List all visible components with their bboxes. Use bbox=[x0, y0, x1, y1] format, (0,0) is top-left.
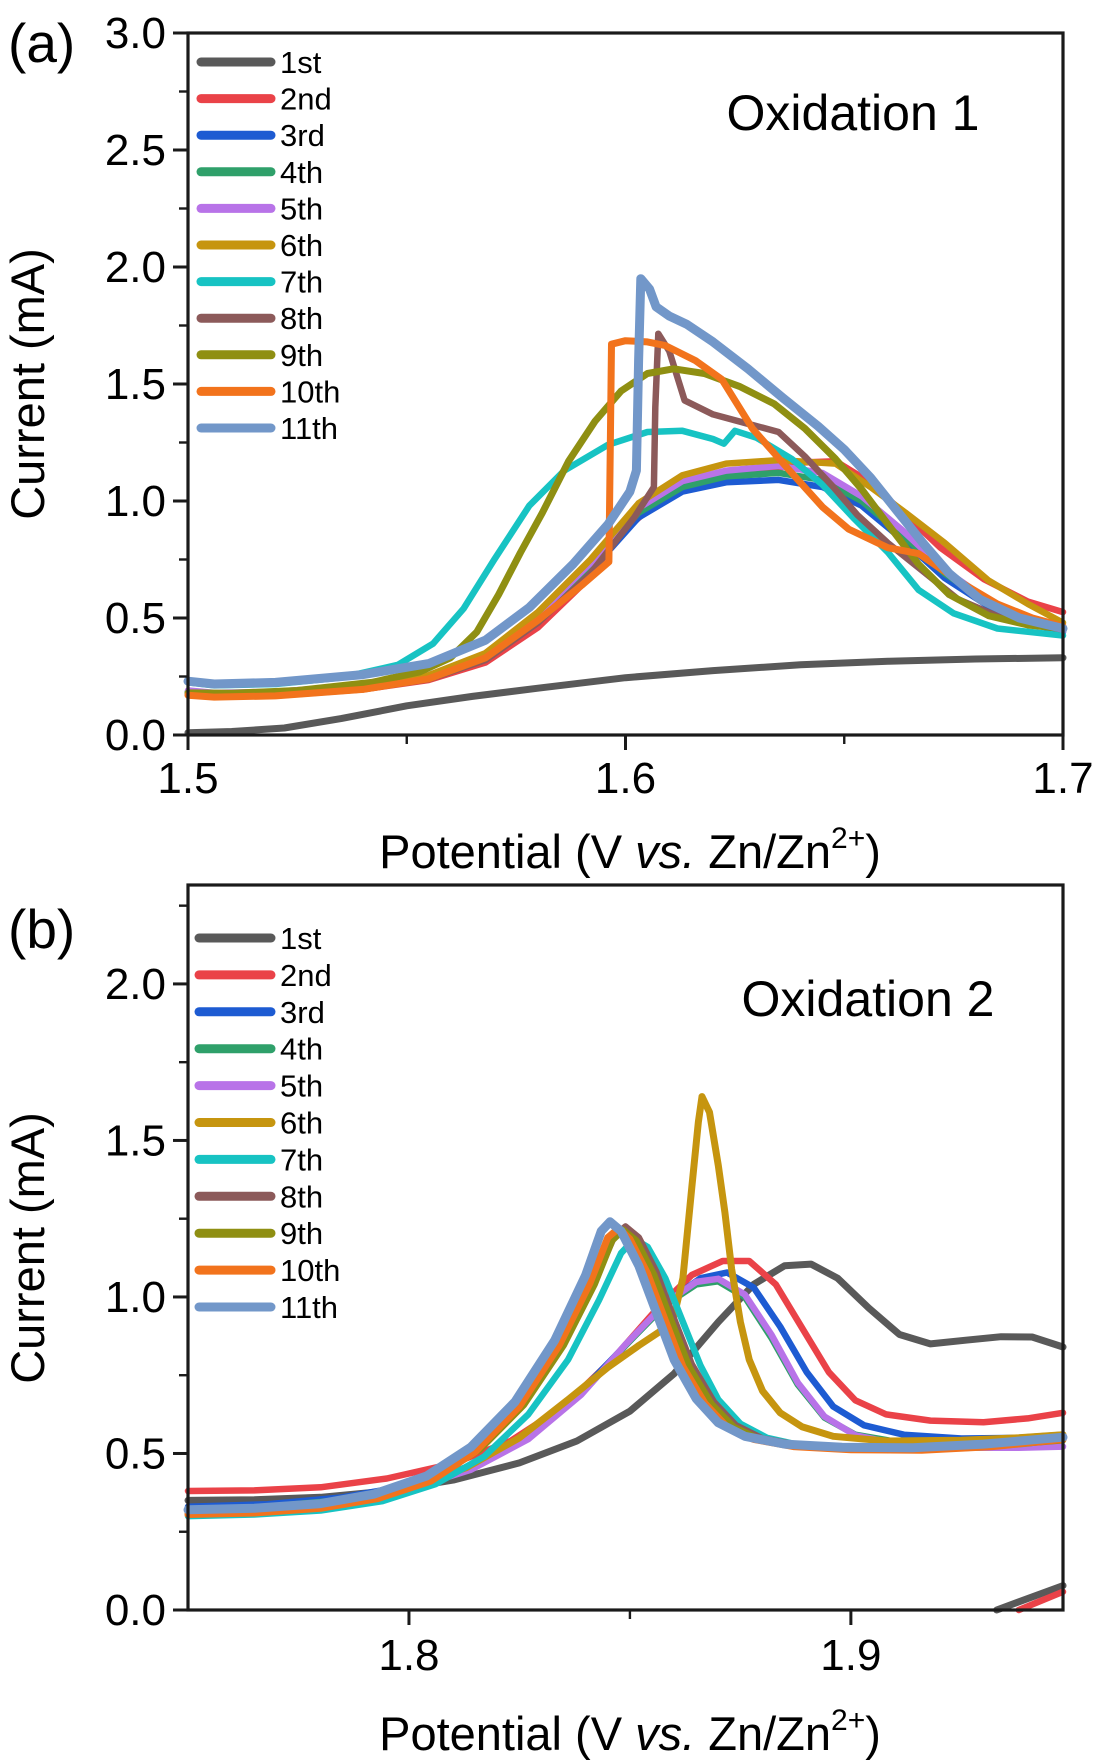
chart-a-series-11th bbox=[183, 274, 1068, 689]
chart-a-series-10th bbox=[184, 337, 1067, 701]
chart-a-legend-item-8th: 8th bbox=[196, 301, 323, 336]
chart-b: 1.8 1.9 0.0 0.5 1.0 1.5 2.0 (b) Oxidation 2 Curre… bbox=[1, 883, 1068, 1760]
legend-label: 8th bbox=[280, 301, 323, 336]
chart-b-panel-label: (b) bbox=[8, 898, 75, 960]
legend-label: 4th bbox=[280, 155, 323, 190]
chart-a-legend-item-6th: 6th bbox=[196, 228, 323, 263]
curve-10th bbox=[184, 337, 1067, 701]
y-tick-label: 0.0 bbox=[105, 1586, 166, 1635]
legend-label: 11th bbox=[280, 411, 338, 446]
chart-b-legend-item-10th: 10th bbox=[194, 1253, 340, 1288]
legend-label: 11th bbox=[280, 1290, 338, 1325]
x-tick-label: 1.9 bbox=[820, 1631, 881, 1680]
chart-b-legend-item-7th: 7th bbox=[194, 1142, 323, 1177]
y-tick-label: 1.0 bbox=[105, 1273, 166, 1322]
chart-b-series-6th bbox=[184, 1093, 1067, 1515]
y-tick-label: 1.0 bbox=[105, 477, 166, 526]
chart-b-legend-item-6th: 6th bbox=[194, 1106, 323, 1141]
chart-a-legend-item-4th: 4th bbox=[196, 155, 323, 190]
y-tick-label: 0.5 bbox=[105, 594, 166, 643]
chart-a-series-1st bbox=[184, 654, 1067, 737]
chart-b-y-axis-title: Current (mA) bbox=[1, 1112, 54, 1384]
chart-b-legend-item-5th: 5th bbox=[194, 1069, 323, 1104]
chart-b-legend-item-9th: 9th bbox=[194, 1216, 323, 1251]
chart-b-legend-item-8th: 8th bbox=[194, 1179, 323, 1214]
chart-a-title: Oxidation 1 bbox=[727, 85, 980, 141]
curve-1st bbox=[184, 654, 1067, 737]
legend-label: 4th bbox=[280, 1032, 323, 1067]
chart-a-legend-item-11th: 11th bbox=[196, 411, 338, 446]
chart-b-x-axis-title: Potential (V vs. Zn/Zn2+) bbox=[379, 1704, 881, 1760]
chart-b-title: Oxidation 2 bbox=[742, 971, 995, 1027]
curve-1st bbox=[993, 1582, 1067, 1614]
y-tick-label: 1.5 bbox=[105, 1116, 166, 1165]
x-tick-label: 1.5 bbox=[157, 754, 218, 803]
chart-a-y-axis-title: Current (mA) bbox=[1, 248, 54, 520]
legend-label: 3rd bbox=[280, 118, 325, 153]
chart-a-x-axis-title: Potential (V vs. Zn/Zn2+) bbox=[379, 822, 881, 878]
legend-label: 5th bbox=[280, 1069, 323, 1104]
chart-a-legend-item-3rd: 3rd bbox=[196, 118, 325, 153]
legend-label: 1st bbox=[280, 921, 322, 956]
y-tick-label: 0.0 bbox=[105, 711, 166, 760]
y-tick-label: 2.0 bbox=[105, 960, 166, 1009]
chart-a-panel-label: (a) bbox=[8, 12, 75, 74]
y-tick-label: 0.5 bbox=[105, 1429, 166, 1478]
legend-label: 10th bbox=[280, 374, 340, 409]
legend-label: 5th bbox=[280, 191, 323, 226]
chart-a-legend-item-10th: 10th bbox=[196, 374, 340, 409]
curve-11th bbox=[183, 274, 1068, 689]
y-tick-label: 3.0 bbox=[105, 9, 166, 58]
legend-label: 7th bbox=[280, 265, 323, 300]
legend-label: 7th bbox=[280, 1142, 323, 1177]
legend-label: 2nd bbox=[280, 82, 332, 117]
y-tick-label: 2.5 bbox=[105, 126, 166, 175]
chart-b-plot-frame bbox=[186, 883, 1065, 1612]
legend-label: 6th bbox=[280, 228, 323, 263]
chart-a-legend-item-7th: 7th bbox=[196, 265, 323, 300]
chart-b-legend-item-2nd: 2nd bbox=[194, 958, 332, 993]
x-tick-label: 1.6 bbox=[595, 754, 656, 803]
legend-label: 9th bbox=[280, 1216, 323, 1251]
curve-11th bbox=[183, 1217, 1068, 1515]
y-tick-label: 2.0 bbox=[105, 243, 166, 292]
chart-a-legend-item-1st: 1st bbox=[196, 45, 322, 80]
x-tick-label: 1.7 bbox=[1032, 754, 1093, 803]
legend-label: 9th bbox=[280, 338, 323, 373]
chart-b-legend-item-11th: 11th bbox=[194, 1290, 338, 1325]
legend-label: 3rd bbox=[280, 995, 325, 1030]
chart-a-legend-item-2nd: 2nd bbox=[196, 82, 332, 117]
y-tick-label: 1.5 bbox=[105, 360, 166, 409]
chart-a: 1.5 1.6 1.7 0.0 0.5 1.0 1.5 2.0 2.5 3.0 (a) Oxidati… bbox=[1, 9, 1094, 878]
chart-a-legend-item-5th: 5th bbox=[196, 191, 323, 226]
chart-a-legend-item-9th: 9th bbox=[196, 338, 323, 373]
legend-label: 10th bbox=[280, 1253, 340, 1288]
chart-b-legend-item-1st: 1st bbox=[194, 921, 322, 956]
chart-b-legend-item-4th: 4th bbox=[194, 1032, 323, 1067]
curve-2nd bbox=[1015, 1588, 1067, 1614]
curve-6th bbox=[184, 1093, 1067, 1515]
legend-label: 6th bbox=[280, 1106, 323, 1141]
curve-2nd bbox=[184, 1257, 1067, 1495]
chart-b-series-11th bbox=[183, 1217, 1068, 1515]
chart-b-legend-item-3rd: 3rd bbox=[194, 995, 325, 1030]
legend-label: 1st bbox=[280, 45, 322, 80]
legend-label: 8th bbox=[280, 1179, 323, 1214]
x-tick-label: 1.8 bbox=[378, 1631, 439, 1680]
legend-label: 2nd bbox=[280, 958, 332, 993]
chart-b-series-2nd bbox=[184, 1257, 1067, 1614]
